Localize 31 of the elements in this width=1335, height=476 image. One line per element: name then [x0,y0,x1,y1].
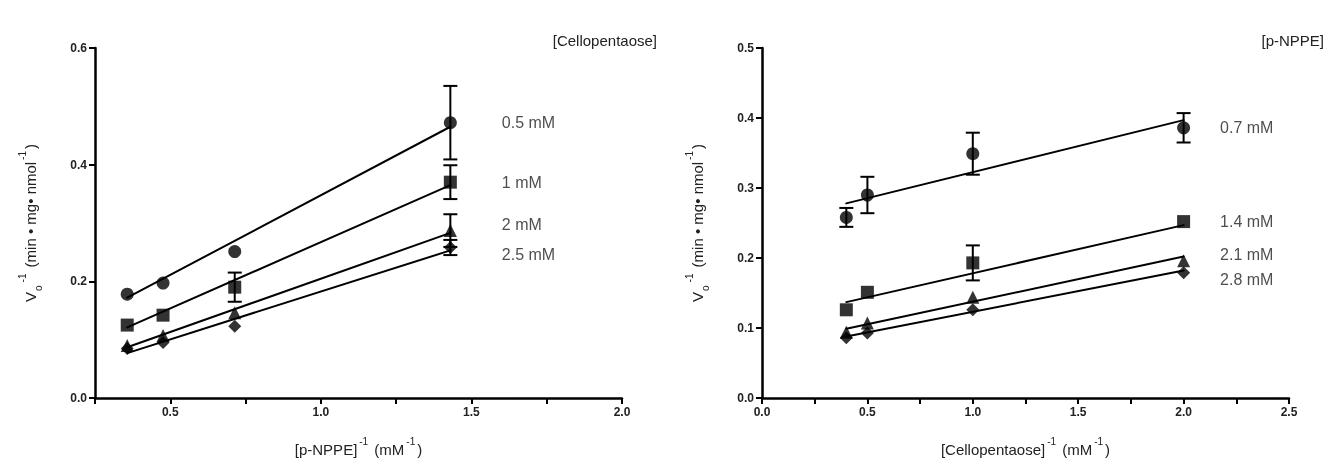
y-tick-label: 0.1 [737,321,755,335]
y-tick-label: 0.0 [70,391,88,405]
series-label: 2.8 mM [1220,271,1274,289]
y-tick-label: 0.4 [70,157,88,172]
y-tick-label: 0.4 [737,111,755,125]
x-tick-label: 1.0 [964,405,982,419]
y-axis-title: Vo-1 (min • mg• nmol-1) [16,143,44,303]
x-tick-label: 2.5 [1280,405,1298,419]
series-label: 0.7 mM [1220,119,1274,137]
series-label: 2.1 mM [1220,246,1274,264]
legend-title: [Cellopentaose] [552,32,658,49]
y-tick-label: 0.2 [737,251,755,265]
y-axis-title: Vo-1 (min • mg• nmol-1) [683,143,711,303]
x-tick-label: 2.0 [613,405,631,419]
text: 2.5 mM [501,246,556,263]
x-tick-label: 1.5 [463,405,481,419]
y-tick-label: 0.6 [70,41,88,55]
text: 0.5 mM [501,114,556,132]
y-tick-label: 0.5 [737,41,755,55]
legend-title: [p-NPPE] [1261,32,1325,49]
y-tick-label: 0.3 [737,181,755,195]
x-tick-label: 0.5 [859,405,877,419]
text: 2 mM [501,216,542,234]
y-tick-label: 0.0 [737,391,755,405]
x-tick-label: 0.0 [753,405,771,419]
series-label: 1.4 mM [1220,213,1274,231]
text: 1 mM [501,173,542,191]
x-tick-label: 2.0 [1175,405,1193,419]
x-tick-label: 1.0 [312,405,330,419]
x-tick-label: 1.5 [1069,405,1087,419]
y-tick-label: 0.2 [70,274,88,289]
